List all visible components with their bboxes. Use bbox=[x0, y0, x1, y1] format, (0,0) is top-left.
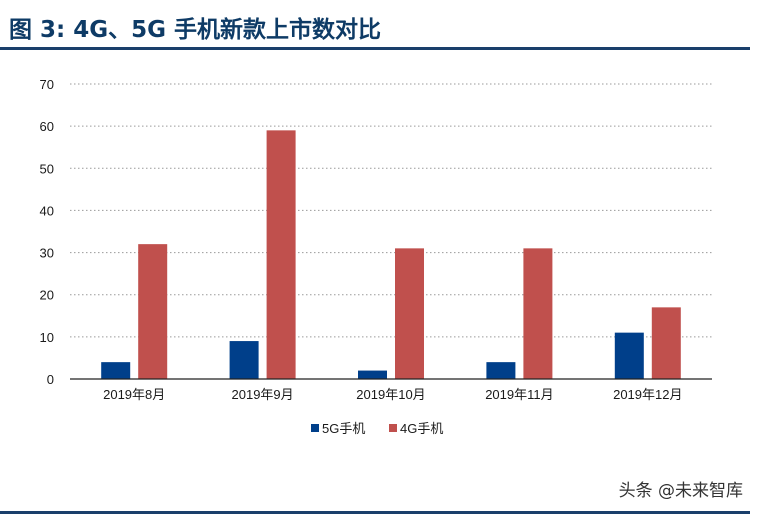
y-tick-label: 50 bbox=[40, 161, 54, 176]
x-tick-label: 2019年10月 bbox=[356, 387, 425, 402]
figure-title: 图 3: 4G、5G 手机新款上市数对比 bbox=[9, 17, 381, 43]
bar-5g bbox=[358, 370, 387, 379]
x-tick-label: 2019年12月 bbox=[613, 387, 682, 402]
bar-5g bbox=[101, 362, 131, 379]
x-tick-label: 2019年11月 bbox=[485, 387, 553, 402]
y-axis-ticks: 0 10 20 30 40 50 60 70 bbox=[40, 77, 54, 387]
bar-4g bbox=[138, 244, 168, 379]
legend: 5G手机 4G手机 bbox=[311, 421, 443, 436]
legend-swatch bbox=[311, 424, 319, 432]
y-tick-label: 60 bbox=[40, 119, 54, 134]
y-tick-label: 40 bbox=[40, 203, 54, 218]
bar-4g bbox=[523, 248, 553, 379]
bar-4g bbox=[651, 307, 681, 379]
x-axis-ticks: 2019年8月 2019年9月 2019年10月 2019年11月 2019年12月 bbox=[103, 387, 682, 402]
gridlines bbox=[70, 83, 712, 338]
y-tick-label: 30 bbox=[40, 246, 54, 261]
legend-label: 5G手机 bbox=[322, 421, 365, 436]
y-tick-label: 20 bbox=[40, 288, 54, 303]
bar-4g bbox=[395, 248, 424, 379]
watermark: 头条 @未来智库 bbox=[618, 481, 743, 501]
bottom-rule bbox=[0, 511, 750, 514]
x-tick-label: 2019年8月 bbox=[103, 387, 165, 402]
bars bbox=[101, 130, 681, 379]
y-tick-label: 70 bbox=[40, 77, 54, 92]
title-rule bbox=[0, 47, 750, 50]
y-tick-label: 0 bbox=[47, 372, 54, 387]
bar-4g bbox=[266, 130, 296, 379]
bar-5g bbox=[486, 362, 516, 379]
legend-swatch bbox=[389, 424, 397, 432]
legend-label: 4G手机 bbox=[400, 421, 443, 436]
bar-5g bbox=[229, 341, 259, 379]
x-tick-label: 2019年9月 bbox=[232, 387, 294, 402]
y-tick-label: 10 bbox=[40, 330, 54, 345]
bar-5g bbox=[614, 332, 644, 379]
